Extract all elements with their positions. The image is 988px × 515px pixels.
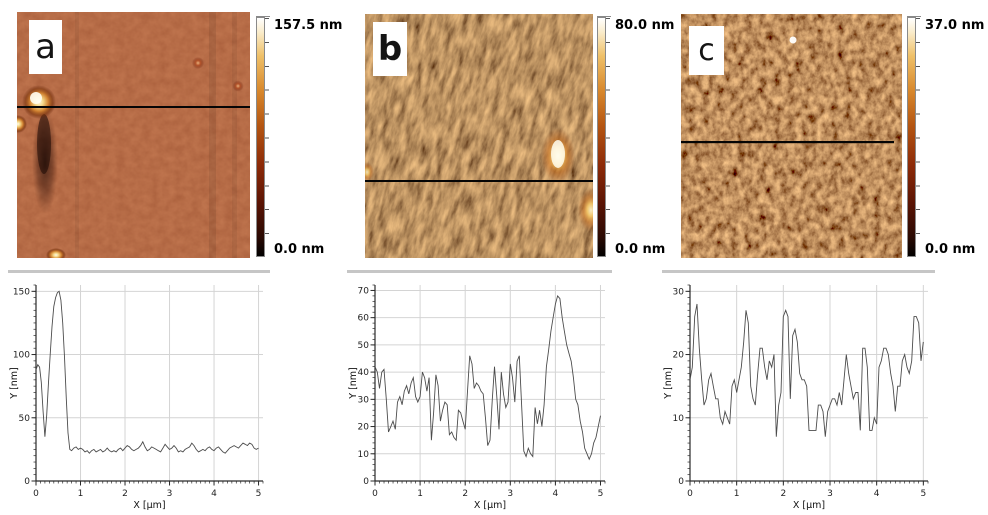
y-axis-label: Y [nm] xyxy=(663,367,674,400)
colorbar-max-label-c: 37.0 nm xyxy=(925,18,985,33)
x-tick-label: 1 xyxy=(78,489,84,499)
y-tick-label: 10 xyxy=(358,450,370,460)
afm-image-panel-b: b xyxy=(365,14,593,258)
x-tick-label: 3 xyxy=(507,489,513,499)
afm-image-panel-c: c xyxy=(681,14,902,258)
afm-image-panel-a: a xyxy=(17,12,250,258)
y-tick-label: 70 xyxy=(358,286,370,296)
y-tick-label: 20 xyxy=(673,351,685,361)
y-tick-label: 30 xyxy=(673,287,685,297)
colorbar-min-label-c: 0.0 nm xyxy=(925,242,976,257)
x-tick-label: 4 xyxy=(553,489,559,499)
dark-streak xyxy=(209,12,216,258)
small-bump xyxy=(232,80,244,92)
colorbar-gradient-a xyxy=(256,16,270,257)
colorbar-gradient-b xyxy=(597,16,611,257)
scan-line-b xyxy=(365,180,593,182)
x-tick-label: 0 xyxy=(687,489,693,499)
y-tick-label: 60 xyxy=(358,314,370,324)
white-speck xyxy=(789,36,797,44)
profile-trace xyxy=(689,303,924,437)
panel-letter-c: c xyxy=(698,32,715,68)
x-tick-label: 5 xyxy=(256,489,262,499)
bright-spot-bottom xyxy=(46,248,66,258)
y-tick-label: 0 xyxy=(678,477,684,487)
particle-highlight xyxy=(30,92,42,104)
x-tick-label: 5 xyxy=(920,489,926,499)
x-tick-label: 1 xyxy=(734,489,740,499)
y-tick-label: 10 xyxy=(673,414,685,424)
profile-chart-c: 0 1 2 3 4 5 0 10 20 30 X [µm] Y [nm] xyxy=(662,270,935,515)
profile-chart-a: 0 1 2 3 4 5 0 50 100 150 X [µm] Y [nm] xyxy=(8,270,270,515)
profile-plot-svg: 0 1 2 3 4 5 0 10 20 30 X [µm] Y [nm] xyxy=(663,284,929,511)
y-tick-label: 0 xyxy=(24,477,30,487)
y-tick-label: 100 xyxy=(13,351,30,361)
panel-label-box-a: a xyxy=(29,20,62,74)
x-tick-label: 5 xyxy=(598,489,604,499)
x-axis-label: X [µm] xyxy=(474,500,506,511)
y-axis-label: Y [nm] xyxy=(9,367,20,400)
blob-highlight xyxy=(551,140,565,168)
x-tick-label: 1 xyxy=(417,489,423,499)
y-tick-label: 30 xyxy=(358,395,370,405)
y-axis-label: Y [nm] xyxy=(348,367,359,400)
profile-trace xyxy=(374,294,601,461)
dark-smear-core xyxy=(37,114,51,174)
profile-chart-b: 0 1 2 3 4 5 0 10 20 30 40 50 60 70 X [µm] Y [nm] xyxy=(347,270,612,515)
panel-letter-b: b xyxy=(377,29,403,69)
y-tick-label: 0 xyxy=(363,477,369,487)
x-tick-label: 0 xyxy=(33,489,39,499)
x-tick-label: 2 xyxy=(462,489,468,499)
scan-line-a xyxy=(17,106,250,108)
y-tick-label: 50 xyxy=(358,341,370,351)
panel-label-box-b: b xyxy=(373,22,407,76)
colorbar-max-label-b: 80.0 nm xyxy=(615,18,675,33)
bright-spot-left xyxy=(365,162,374,182)
dark-streak xyxy=(75,12,79,258)
colorbar-min-label-a: 0.0 nm xyxy=(274,242,325,257)
small-bump xyxy=(192,57,204,69)
profile-trace xyxy=(35,290,259,454)
bright-particle-small xyxy=(17,115,27,133)
x-tick-label: 2 xyxy=(780,489,786,499)
x-axis-label: X [µm] xyxy=(133,500,165,511)
y-tick-label: 40 xyxy=(358,368,370,378)
x-tick-label: 3 xyxy=(167,489,173,499)
colorbar-gradient-c xyxy=(907,16,921,257)
y-tick-label: 20 xyxy=(358,423,370,433)
dark-streak xyxy=(232,12,237,258)
x-tick-label: 2 xyxy=(122,489,128,499)
colorbar-a: 157.5 nm 0.0 nm xyxy=(256,16,376,257)
colorbar-min-label-b: 0.0 nm xyxy=(615,242,666,257)
bright-blob-edge xyxy=(578,188,593,232)
colorbar-c: 37.0 nm 0.0 nm xyxy=(907,16,988,257)
colorbar-b: 80.0 nm 0.0 nm xyxy=(597,16,717,257)
panel-label-box-c: c xyxy=(689,26,724,75)
scan-line-c xyxy=(681,141,894,144)
x-axis-label: X [µm] xyxy=(793,500,825,511)
panel-letter-a: a xyxy=(35,27,56,67)
x-tick-label: 4 xyxy=(874,489,880,499)
y-tick-label: 50 xyxy=(19,414,31,424)
x-tick-label: 0 xyxy=(372,489,378,499)
y-tick-label: 150 xyxy=(13,287,30,297)
x-tick-label: 4 xyxy=(211,489,217,499)
x-tick-label: 3 xyxy=(827,489,833,499)
colorbar-max-label-a: 157.5 nm xyxy=(274,18,343,33)
